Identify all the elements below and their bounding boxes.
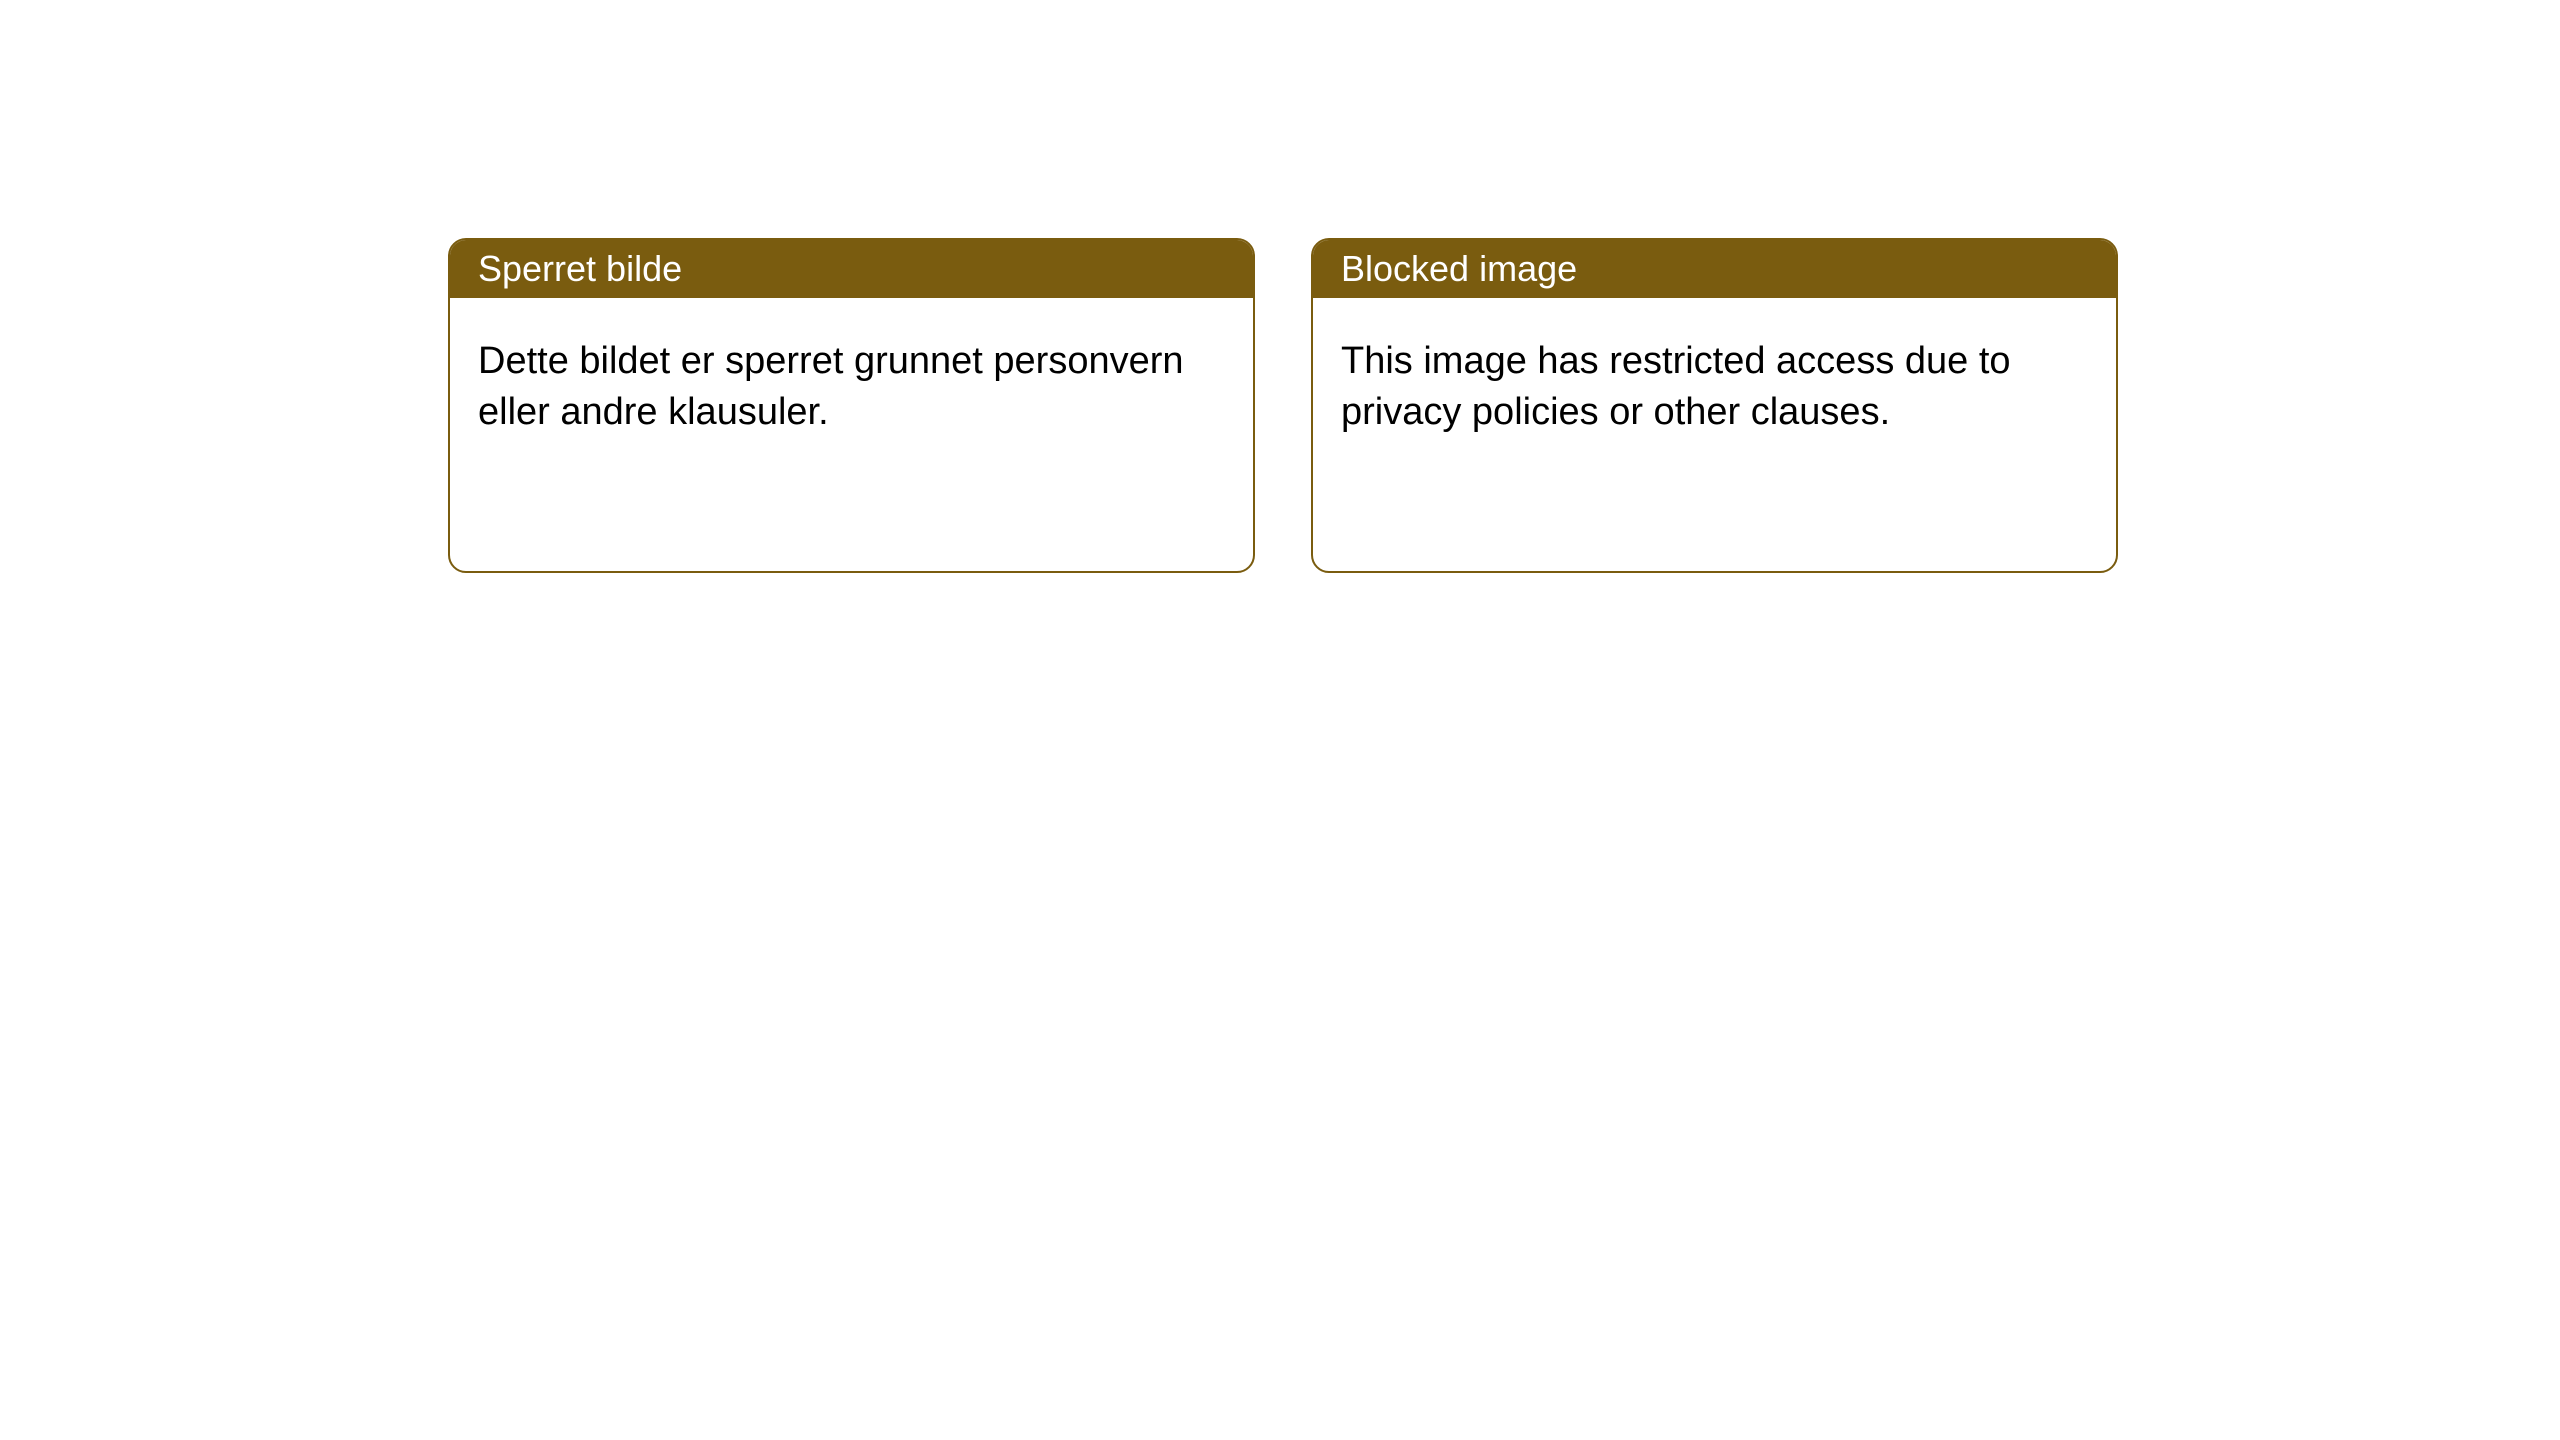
blocked-image-card-en: Blocked image This image has restricted … (1311, 238, 2118, 573)
blocked-image-card-no: Sperret bilde Dette bildet er sperret gr… (448, 238, 1255, 573)
card-header-no: Sperret bilde (450, 240, 1253, 298)
card-body-no: Dette bildet er sperret grunnet personve… (450, 298, 1253, 477)
notice-container: Sperret bilde Dette bildet er sperret gr… (0, 0, 2560, 573)
card-body-en: This image has restricted access due to … (1313, 298, 2116, 477)
card-header-en: Blocked image (1313, 240, 2116, 298)
